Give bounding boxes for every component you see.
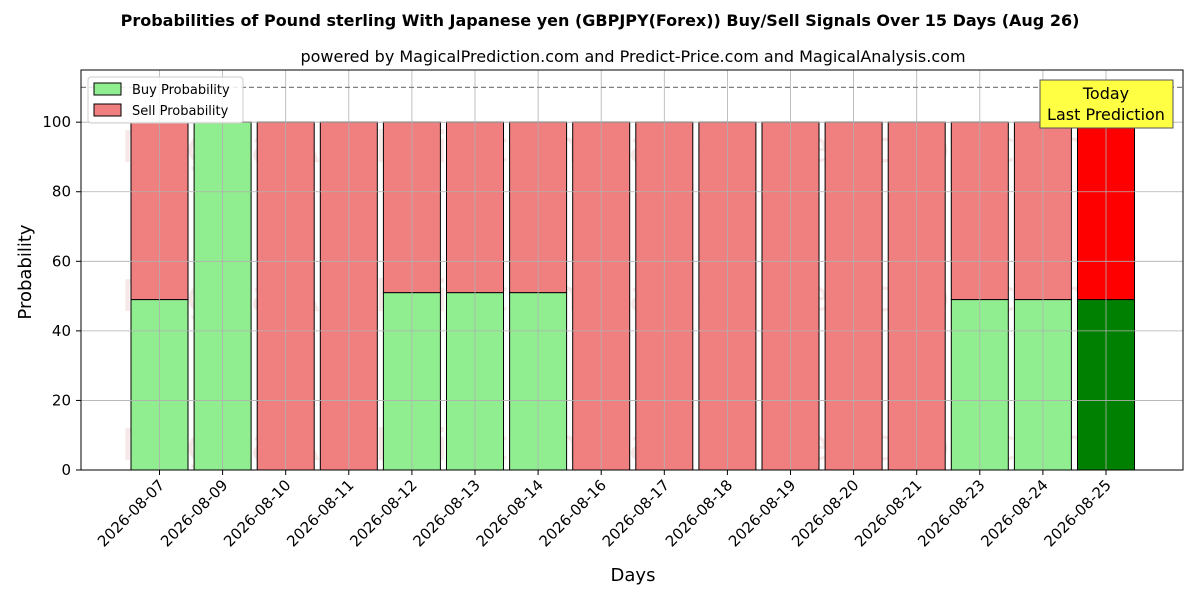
chart-title: Probabilities of Pound sterling With Jap… <box>121 11 1080 30</box>
today-annotation-line2: Last Prediction <box>1047 105 1165 124</box>
x-tick-label: 2026-08-23 <box>914 476 988 550</box>
y-tick-label: 80 <box>52 183 71 201</box>
today-annotation-line1: Today <box>1082 84 1129 103</box>
y-tick-label: 40 <box>52 322 71 340</box>
x-tick-label: 2026-08-10 <box>220 476 294 550</box>
x-tick-label: 2026-08-13 <box>409 476 483 550</box>
x-tick-label: 2026-08-09 <box>157 476 231 550</box>
legend-label-buy: Buy Probability <box>132 83 230 98</box>
y-tick-label: 0 <box>61 461 71 479</box>
x-tick-label: 2026-08-11 <box>283 476 357 550</box>
today-annotation-box <box>1039 79 1174 129</box>
chart-subtitle: powered by MagicalPrediction.com and Pre… <box>300 47 965 66</box>
y-tick-label: 60 <box>52 252 71 270</box>
x-tick-label: 2026-08-14 <box>473 476 547 550</box>
x-tick-label: 2026-08-17 <box>599 476 673 550</box>
x-tick-label: 2026-08-12 <box>346 476 420 550</box>
x-tick-label: 2026-08-20 <box>788 476 862 550</box>
x-tick-label: 2026-08-16 <box>536 476 610 550</box>
plot-frame <box>80 69 1184 471</box>
x-tick-label: 2026-08-24 <box>977 476 1051 550</box>
y-tick-label: 100 <box>42 113 71 131</box>
x-tick-label: 2026-08-21 <box>851 476 925 550</box>
legend-box <box>87 76 244 124</box>
x-tick-label: 2026-08-18 <box>662 476 736 550</box>
x-tick-label: 2026-08-07 <box>94 476 168 550</box>
plot-area: MagicalAnalysis.comMagicalPrediction.com… <box>42 69 1184 550</box>
y-tick-label: 20 <box>52 391 71 409</box>
x-tick-label: 2026-08-25 <box>1040 476 1114 550</box>
x-axis-label: Days <box>611 565 656 586</box>
x-tick-label: 2026-08-19 <box>725 476 799 550</box>
legend-label-sell: Sell Probability <box>132 104 229 119</box>
legend-swatch-buy <box>93 82 122 96</box>
y-axis-label: Probability <box>15 224 36 319</box>
legend-swatch-sell <box>93 103 122 117</box>
